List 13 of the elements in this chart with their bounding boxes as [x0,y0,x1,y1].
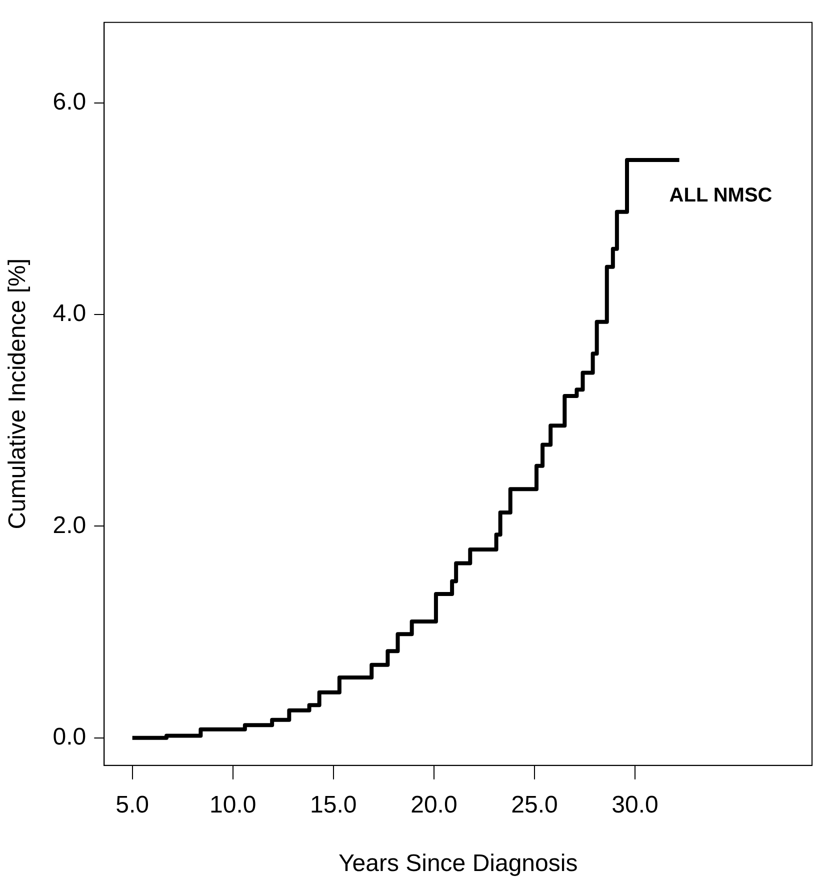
y-tick-label: 6.0 [52,88,86,116]
x-tick-label: 20.0 [410,791,458,818]
y-tick-label: 4.0 [52,300,86,328]
x-tick-label: 5.0 [116,791,150,818]
y-tick-label: 2.0 [52,512,86,539]
x-axis-title: Years Since Diagnosis [338,850,578,878]
x-tick-label: 10.0 [210,791,256,818]
annotation: ALL NMSC [669,184,772,207]
x-tick-label: 15.0 [310,791,357,818]
y-axis-title: Cumulative Incidence [%] [4,258,32,530]
x-tick-label: 30.0 [612,791,658,818]
y-tick-label: 0.0 [52,724,86,751]
x-tick-label: 25.0 [511,791,558,818]
